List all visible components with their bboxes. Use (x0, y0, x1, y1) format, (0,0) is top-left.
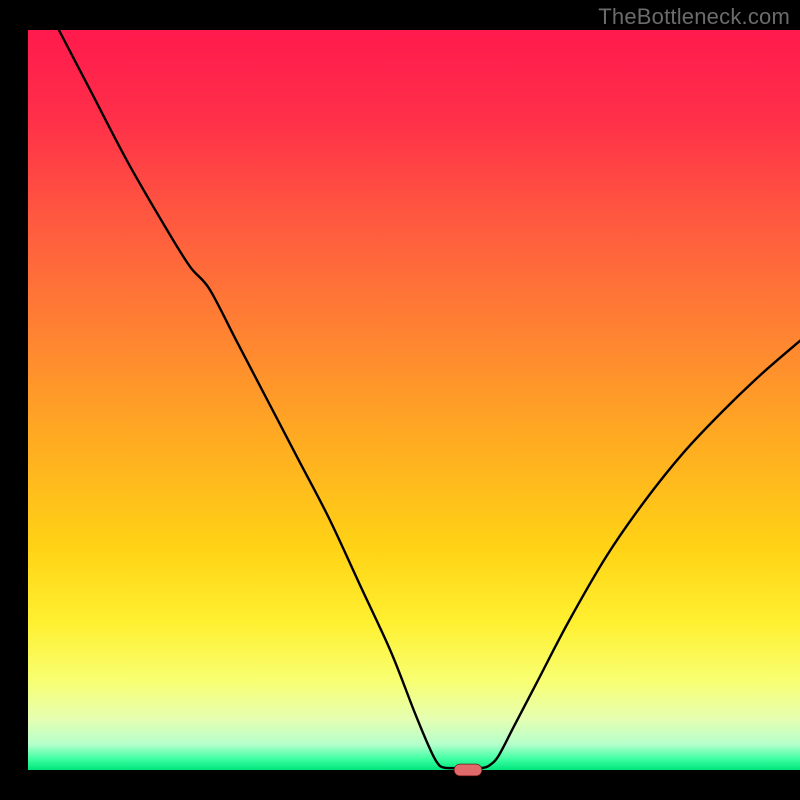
optimal-marker (454, 764, 482, 776)
bottleneck-chart (0, 0, 800, 800)
plot-background-gradient (28, 30, 800, 770)
watermark-text: TheBottleneck.com (598, 4, 790, 30)
